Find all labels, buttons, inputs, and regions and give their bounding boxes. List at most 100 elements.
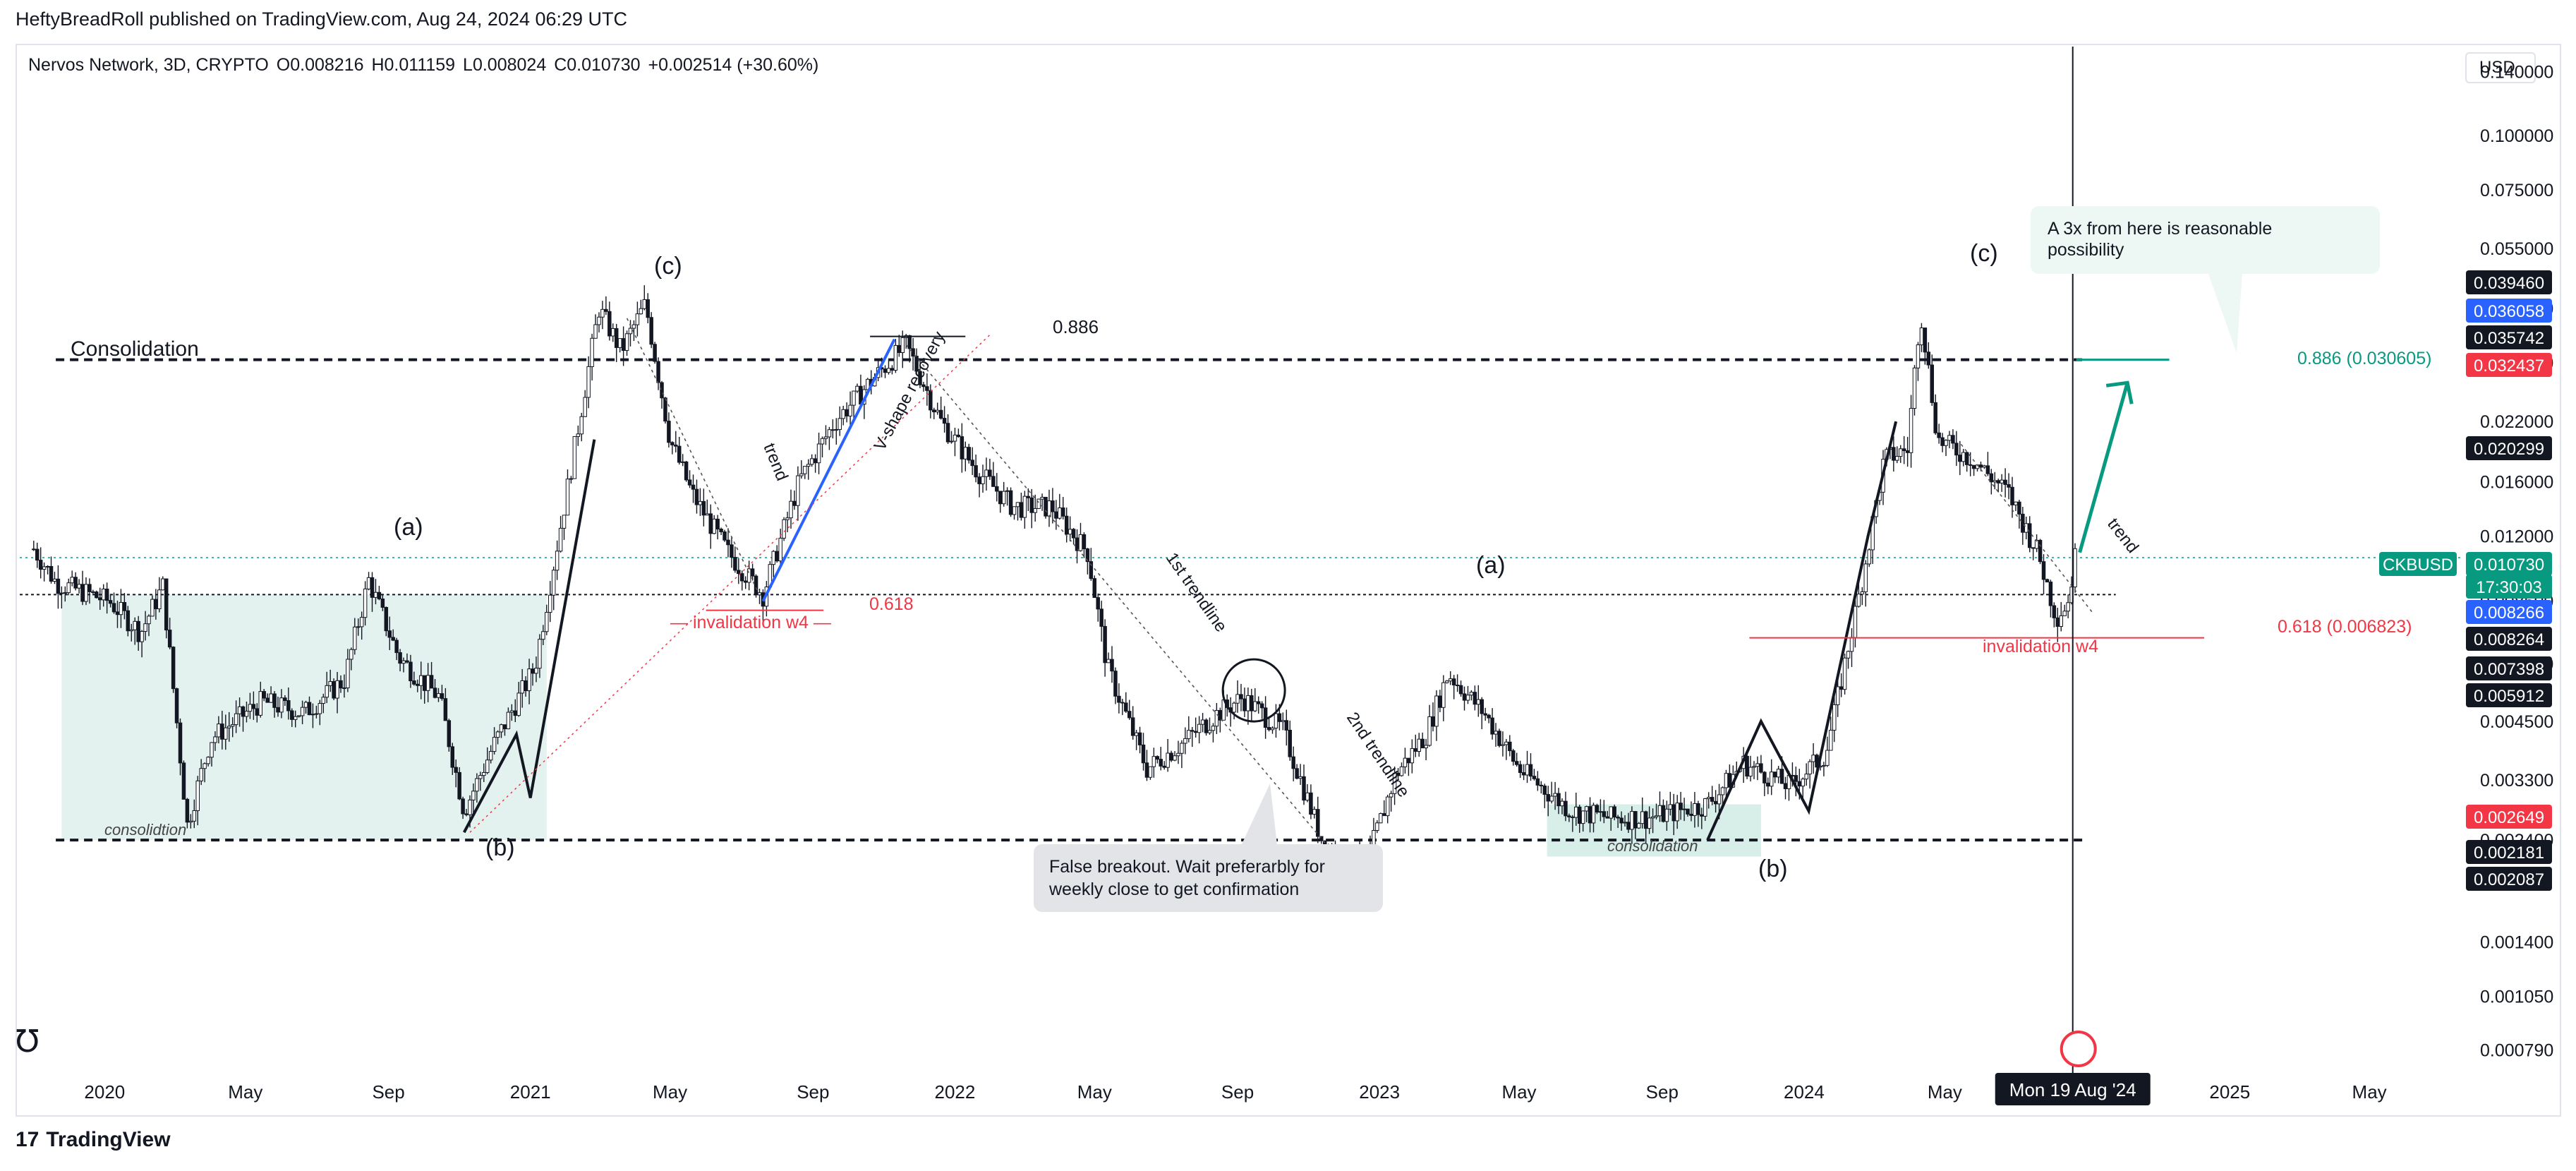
candle-body (1766, 782, 1770, 787)
fib-886-label: 0.886 (1053, 316, 1099, 337)
candle-body (405, 660, 409, 663)
candle-body (1274, 713, 1278, 728)
candle-body (136, 620, 140, 642)
candle-body (1654, 815, 1659, 817)
candle-body (796, 475, 800, 506)
fib-618-label: 0.618 (869, 594, 914, 614)
candle-body (73, 577, 78, 589)
candle-body (1528, 764, 1533, 777)
candle-body (1637, 823, 1641, 829)
candle-body (482, 771, 486, 776)
candle-body (820, 438, 825, 445)
candle-body (1127, 711, 1132, 719)
candle-body (1993, 480, 1997, 483)
candle-body (670, 442, 675, 445)
candle-body (572, 436, 577, 479)
candle-body (346, 659, 350, 689)
candle-body (433, 687, 437, 698)
candle-body (1246, 695, 1250, 711)
false-breakout-text-1: False breakout. Wait preferarbly for (1049, 857, 1325, 877)
candle-body (1064, 515, 1069, 535)
price-label-bg (2466, 840, 2552, 864)
candle-body (1141, 744, 1146, 764)
candle-body (1727, 773, 1732, 788)
candle-body (1759, 763, 1763, 773)
candle-body (1783, 783, 1788, 789)
price-label: 0.039460 (2474, 274, 2544, 293)
candle-body (1001, 491, 1006, 505)
wave-drawing-2024 (1706, 421, 1898, 841)
candle-body (1801, 779, 1806, 787)
candle-body (1745, 755, 1749, 777)
tradingview-brand: TradingView (46, 1128, 171, 1151)
candle-body (248, 704, 253, 712)
x-axis-tick: Sep (1221, 1081, 1254, 1103)
candle-body (213, 736, 217, 743)
candle-body (1277, 713, 1282, 722)
candle-body (531, 668, 535, 674)
candle-body (1235, 694, 1240, 704)
candle-body (1895, 456, 1899, 461)
ohlc-change: +0.002514 (+30.60%) (648, 55, 819, 75)
candle-body (593, 324, 598, 339)
candle-body (167, 630, 172, 648)
candle-body (87, 584, 92, 592)
candle-body (1092, 578, 1097, 599)
candle-body (1696, 803, 1700, 815)
candle-body (1916, 344, 1921, 368)
candle-body (562, 515, 567, 529)
candle-body (1403, 757, 1408, 767)
wave-c-label-2: (c) (1970, 240, 1998, 267)
candle-body (1372, 830, 1376, 846)
candle-body (1748, 767, 1753, 777)
candle-body (178, 722, 183, 764)
candle-body (499, 724, 504, 733)
candle-body (1026, 496, 1031, 498)
candle-body (1930, 364, 1935, 403)
candle-body (607, 311, 612, 337)
candle-body (513, 710, 518, 716)
candle-body (642, 299, 647, 309)
candle-body (1298, 776, 1302, 779)
price-label: CKBUSD (2383, 556, 2453, 575)
candle-body (830, 429, 835, 431)
candle-body (1476, 699, 1481, 705)
candle-body (1961, 452, 1966, 462)
candle-body (230, 724, 235, 727)
candle-body (1019, 502, 1024, 518)
candle-body (516, 692, 521, 716)
candle-body (1679, 803, 1683, 810)
candle-body (1250, 695, 1254, 711)
candle-body (1207, 730, 1212, 733)
candle-body (2041, 561, 2046, 580)
candle-body (359, 617, 364, 627)
candle-body (269, 693, 273, 703)
fib-diagonal (469, 333, 992, 833)
candle-body (2017, 501, 2021, 515)
candle-body (468, 799, 472, 815)
candle-body (279, 697, 284, 713)
second-trendline-label: 2nd trendline (1343, 709, 1413, 800)
candle-body (855, 385, 859, 392)
candle-body (1012, 506, 1017, 515)
candle-body (809, 458, 814, 465)
candle-body (750, 568, 755, 577)
false-breakout-circle (1221, 658, 1286, 723)
currency-selector[interactable]: USD (2465, 52, 2536, 83)
tradingview-mark-icon: 17 (16, 1128, 40, 1151)
candle-body (91, 591, 95, 593)
candle-body (42, 566, 47, 570)
candle-body (1103, 625, 1107, 663)
first-trendline (905, 344, 1337, 857)
candle-body (1616, 817, 1620, 819)
candle-body (538, 639, 542, 669)
candle-body (1044, 496, 1048, 517)
candle-body (1947, 435, 1952, 441)
candle-body (719, 529, 723, 532)
candle-body (1525, 764, 1530, 776)
y-axis-tick: 0.001400 (2480, 932, 2553, 952)
price-label-bg (2379, 552, 2457, 576)
candle-body (471, 791, 476, 800)
candle-body (991, 476, 996, 487)
